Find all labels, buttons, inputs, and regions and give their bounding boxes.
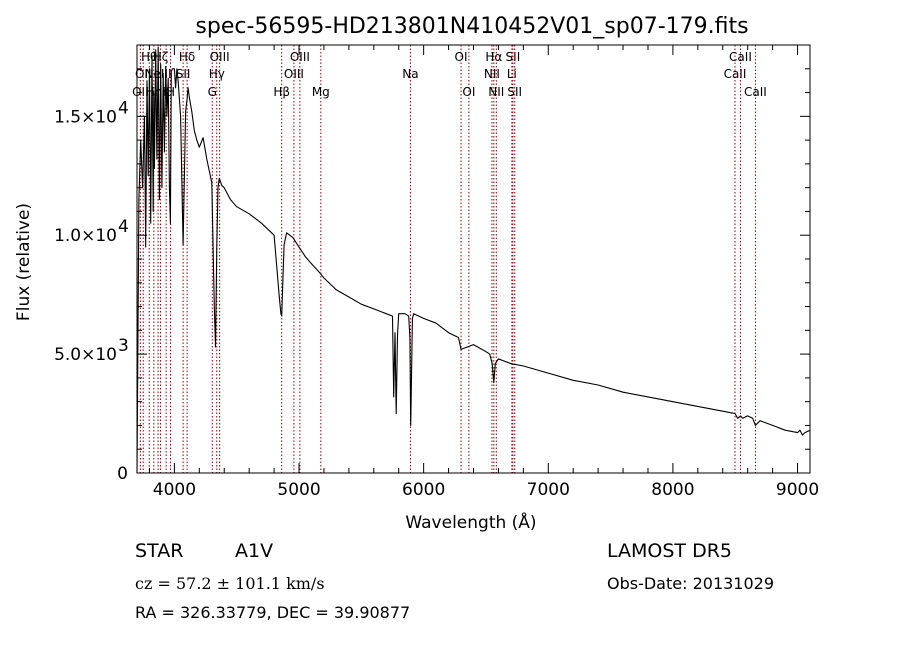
x-tick-label-0: 4000 — [153, 480, 196, 500]
spectral-line-label-19: OI — [462, 85, 475, 99]
x-tick-label-2: 6000 — [402, 480, 445, 500]
spectral-line-label-27: CaII — [729, 50, 752, 64]
spectral-line-label-25: SII — [507, 85, 522, 99]
spectral-line-label-10: G — [208, 85, 217, 99]
spectral-line-label-5: Hζ — [153, 50, 169, 64]
y-tick-label-1: 5.0×10 — [54, 345, 117, 365]
observation-date: Obs-Date: 20131029 — [607, 574, 775, 593]
y-tick-exponent-1: 3 — [118, 336, 129, 356]
coordinates: RA = 326.33779, DEC = 39.90877 — [135, 603, 411, 622]
spectral-line-label-11: Hγ — [209, 67, 225, 81]
plot-area — [136, 44, 811, 474]
spectral-line-label-26: CaII — [724, 67, 747, 81]
y-axis-label: Flux (relative) — [14, 203, 34, 321]
x-tick-label-4: 8000 — [651, 480, 694, 500]
object-subclass: A1V — [235, 540, 274, 562]
y-tick-exponent-3: 4 — [118, 98, 129, 118]
spectral-line-label-20: NII — [484, 67, 500, 81]
spectral-line-label-2: Hθ — [141, 50, 157, 64]
spectral-line-label-14: OIII — [284, 67, 304, 81]
spectral-line-label-16: Mg — [312, 85, 330, 99]
chart-title: spec-56595-HD213801N410452V01_sp07-179.f… — [195, 14, 748, 39]
spectral-line-label-21: Hα — [485, 50, 502, 64]
spectral-line-markers: OIIOIIHθHηNeIIIHζKHSIIHδGHγOIIIHβOIIIOII… — [132, 45, 767, 473]
spectral-line-label-12: OIII — [210, 50, 230, 64]
spectral-line-label-23: Li — [507, 67, 517, 81]
spectral-line-label-13: Hβ — [273, 85, 290, 99]
y-tick-label-3: 1.5×10 — [54, 107, 117, 127]
y-tick-label-0: 0 — [117, 464, 128, 484]
x-tick-label-3: 7000 — [527, 480, 570, 500]
spectral-line-label-28: CaII — [744, 85, 767, 99]
spectral-line-label-15: OIII — [290, 50, 310, 64]
survey-name: LAMOST DR5 — [607, 540, 732, 562]
spectral-line-label-22: NII — [488, 85, 504, 99]
object-class: STAR — [135, 540, 184, 562]
spectral-line-label-0: OII — [132, 85, 149, 99]
x-tick-label-1: 5000 — [277, 480, 320, 500]
y-tick-exponent-2: 4 — [118, 217, 129, 237]
redshift-cz: cz = 57.2 ± 101.1 km/s — [135, 574, 325, 593]
spectral-line-label-17: Na — [402, 67, 418, 81]
spectral-line-label-9: Hδ — [179, 50, 195, 64]
spectral-line-label-18: OI — [455, 50, 468, 64]
spectral-line-label-1: OII — [135, 67, 152, 81]
x-axis-label: Wavelength (Å) — [405, 511, 536, 533]
spectral-line-label-7: H — [166, 85, 175, 99]
spectrum-series-0 — [136, 46, 811, 474]
spectral-line-label-24: SII — [506, 50, 521, 64]
x-tick-label-5: 9000 — [776, 480, 819, 500]
y-tick-label-2: 1.0×10 — [54, 226, 117, 246]
